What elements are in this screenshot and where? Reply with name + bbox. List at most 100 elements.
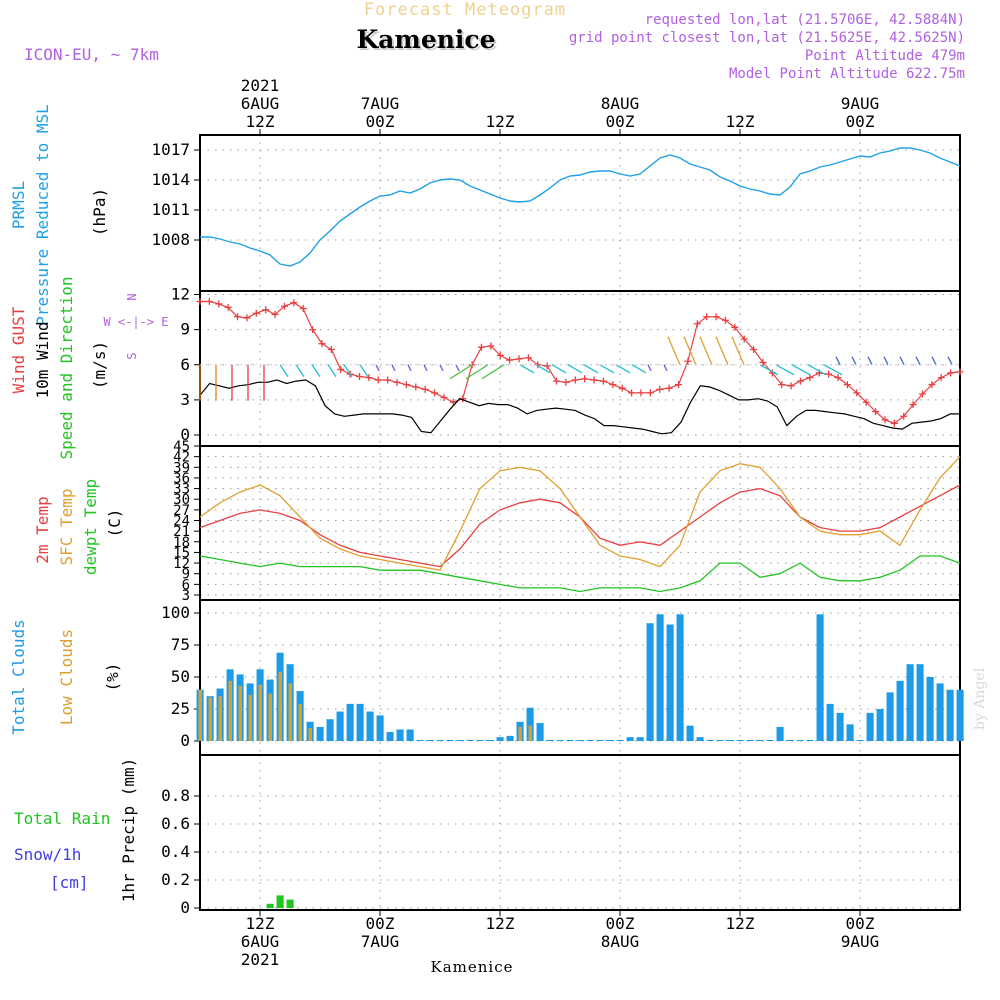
- gust-marker: [402, 381, 410, 389]
- total-cloud-bar: [616, 740, 624, 741]
- temperature-ytick-label: 42: [173, 450, 190, 466]
- pressure-ytick-label: 1011: [151, 200, 190, 219]
- clouds-panel: 0 25 50 75 100: [161, 599, 961, 756]
- gust-marker: [843, 381, 851, 389]
- temperature-ytick-label: 27: [173, 503, 190, 519]
- temperature-ytick-label: 12: [173, 556, 190, 572]
- wind-direction-arrow: [391, 364, 396, 372]
- low-cloud-bar: [248, 694, 252, 741]
- temperature-ytick-label: 24: [173, 514, 190, 530]
- total-cloud-bar: [366, 711, 374, 741]
- total-cloud-bar: [726, 740, 734, 741]
- wind-direction-label: Speed and Direction: [57, 276, 76, 459]
- wind-direction-arrow: [683, 336, 697, 366]
- gust-marker: [299, 305, 307, 313]
- low-cloud-bar: [208, 697, 212, 741]
- wind-direction-arrow: [699, 336, 713, 366]
- wind-direction-arrow: [851, 356, 857, 366]
- total-cloud-bar: [356, 703, 364, 741]
- precip-ytick-label: 0.8: [161, 786, 190, 805]
- gust-marker: [628, 389, 636, 397]
- wind-direction-arrow: [807, 364, 827, 376]
- wind-ytick-label: 0: [180, 425, 190, 444]
- gust-marker: [731, 323, 739, 331]
- top-time-label-0-2: 12Z: [246, 112, 275, 131]
- gust-marker: [721, 316, 729, 324]
- location-title-shadow: Kamenice: [358, 27, 497, 56]
- gust-marker: [449, 398, 457, 406]
- total-cloud-bar: [406, 729, 414, 741]
- total-cloud-bar: [426, 740, 434, 741]
- total-cloud-bar: [766, 740, 774, 741]
- bottom-time-label-1-0: 00Z: [366, 914, 395, 933]
- wind-ytick-label: 12: [171, 285, 190, 304]
- gust-marker: [224, 303, 232, 311]
- credit-watermark: by Angel: [972, 667, 988, 730]
- location-title: Kamenice: [356, 25, 495, 54]
- bottom-time-label-1-1: 7AUG: [361, 932, 400, 951]
- total-cloud-bar: [386, 732, 394, 741]
- low-cloud-bar: [238, 685, 242, 741]
- bottom-time-label-2-0: 12Z: [486, 914, 515, 933]
- gust-marker: [693, 320, 701, 328]
- precip-ytick-label: 0.2: [161, 870, 190, 889]
- wind-direction-arrow: [449, 364, 473, 380]
- wind-gust-label: Wind GUST: [9, 306, 28, 393]
- wind-direction-arrow: [715, 336, 729, 366]
- wind-ytick-label: 6: [180, 355, 190, 374]
- precip-ytick-label: 0: [180, 898, 190, 917]
- gust-marker: [881, 416, 889, 424]
- temperature-ytick-label: 21: [173, 524, 190, 540]
- compass-s: S: [125, 352, 139, 359]
- total-cloud-bar: [746, 740, 754, 741]
- low-cloud-bar: [288, 683, 292, 741]
- gust-marker: [543, 362, 551, 370]
- low-clouds-label: Low Clouds: [57, 629, 76, 725]
- wind-direction-arrow: [295, 364, 305, 378]
- low-cloud-bar: [528, 725, 532, 741]
- total-cloud-bar: [586, 740, 594, 741]
- wind-ytick-label: 3: [180, 390, 190, 409]
- wind-direction-arrow: [599, 364, 615, 374]
- low-cloud-bar: [258, 684, 262, 741]
- clouds-ytick-label: 25: [171, 699, 190, 718]
- gust-marker: [252, 309, 260, 317]
- gust-marker: [506, 356, 514, 364]
- gust-marker: [571, 376, 579, 384]
- total-clouds-label: Total Clouds: [9, 619, 28, 735]
- temp-ylabel: (C): [105, 509, 124, 538]
- precip-ylabel: 1hr Precip (mm): [119, 758, 138, 903]
- total-cloud-bar: [756, 740, 764, 741]
- low-cloud-bar: [218, 696, 222, 741]
- gust-marker: [412, 383, 420, 391]
- bottom-time-label-4-0: 12Z: [726, 914, 755, 933]
- wind-ytick-label: 9: [180, 320, 190, 339]
- wind-direction-arrow: [915, 356, 921, 366]
- gust-marker: [750, 346, 758, 354]
- low-cloud-bar: [198, 689, 202, 741]
- gust-marker: [234, 313, 242, 321]
- pressure-ytick-label: 1014: [151, 170, 190, 189]
- bottom-time-label-5-1: 9AUG: [841, 932, 880, 951]
- total-cloud-bar: [456, 740, 464, 741]
- gust-marker: [928, 381, 936, 389]
- wind-direction-arrow: [931, 356, 937, 366]
- total-cloud-bar: [846, 724, 854, 741]
- top-time-label-2-0: 12Z: [486, 112, 515, 131]
- total-cloud-bar: [856, 740, 864, 741]
- bottom-time-label-0-2: 2021: [241, 950, 280, 969]
- precip-ytick-label: 0.4: [161, 842, 190, 861]
- gust-marker: [196, 298, 204, 306]
- gust-marker: [384, 376, 392, 384]
- wind-direction-arrow: [667, 336, 681, 366]
- top-time-label-0-1: 6AUG: [241, 94, 280, 113]
- top-time-label-0-0: 2021: [241, 76, 280, 95]
- precip-ytick-label: 0.6: [161, 814, 190, 833]
- gust-marker: [712, 313, 720, 321]
- clouds-ytick-label: 100: [161, 603, 190, 622]
- gust-marker: [796, 377, 804, 385]
- low-cloud-bar: [298, 703, 302, 741]
- gust-marker: [778, 381, 786, 389]
- gust-marker: [909, 401, 917, 409]
